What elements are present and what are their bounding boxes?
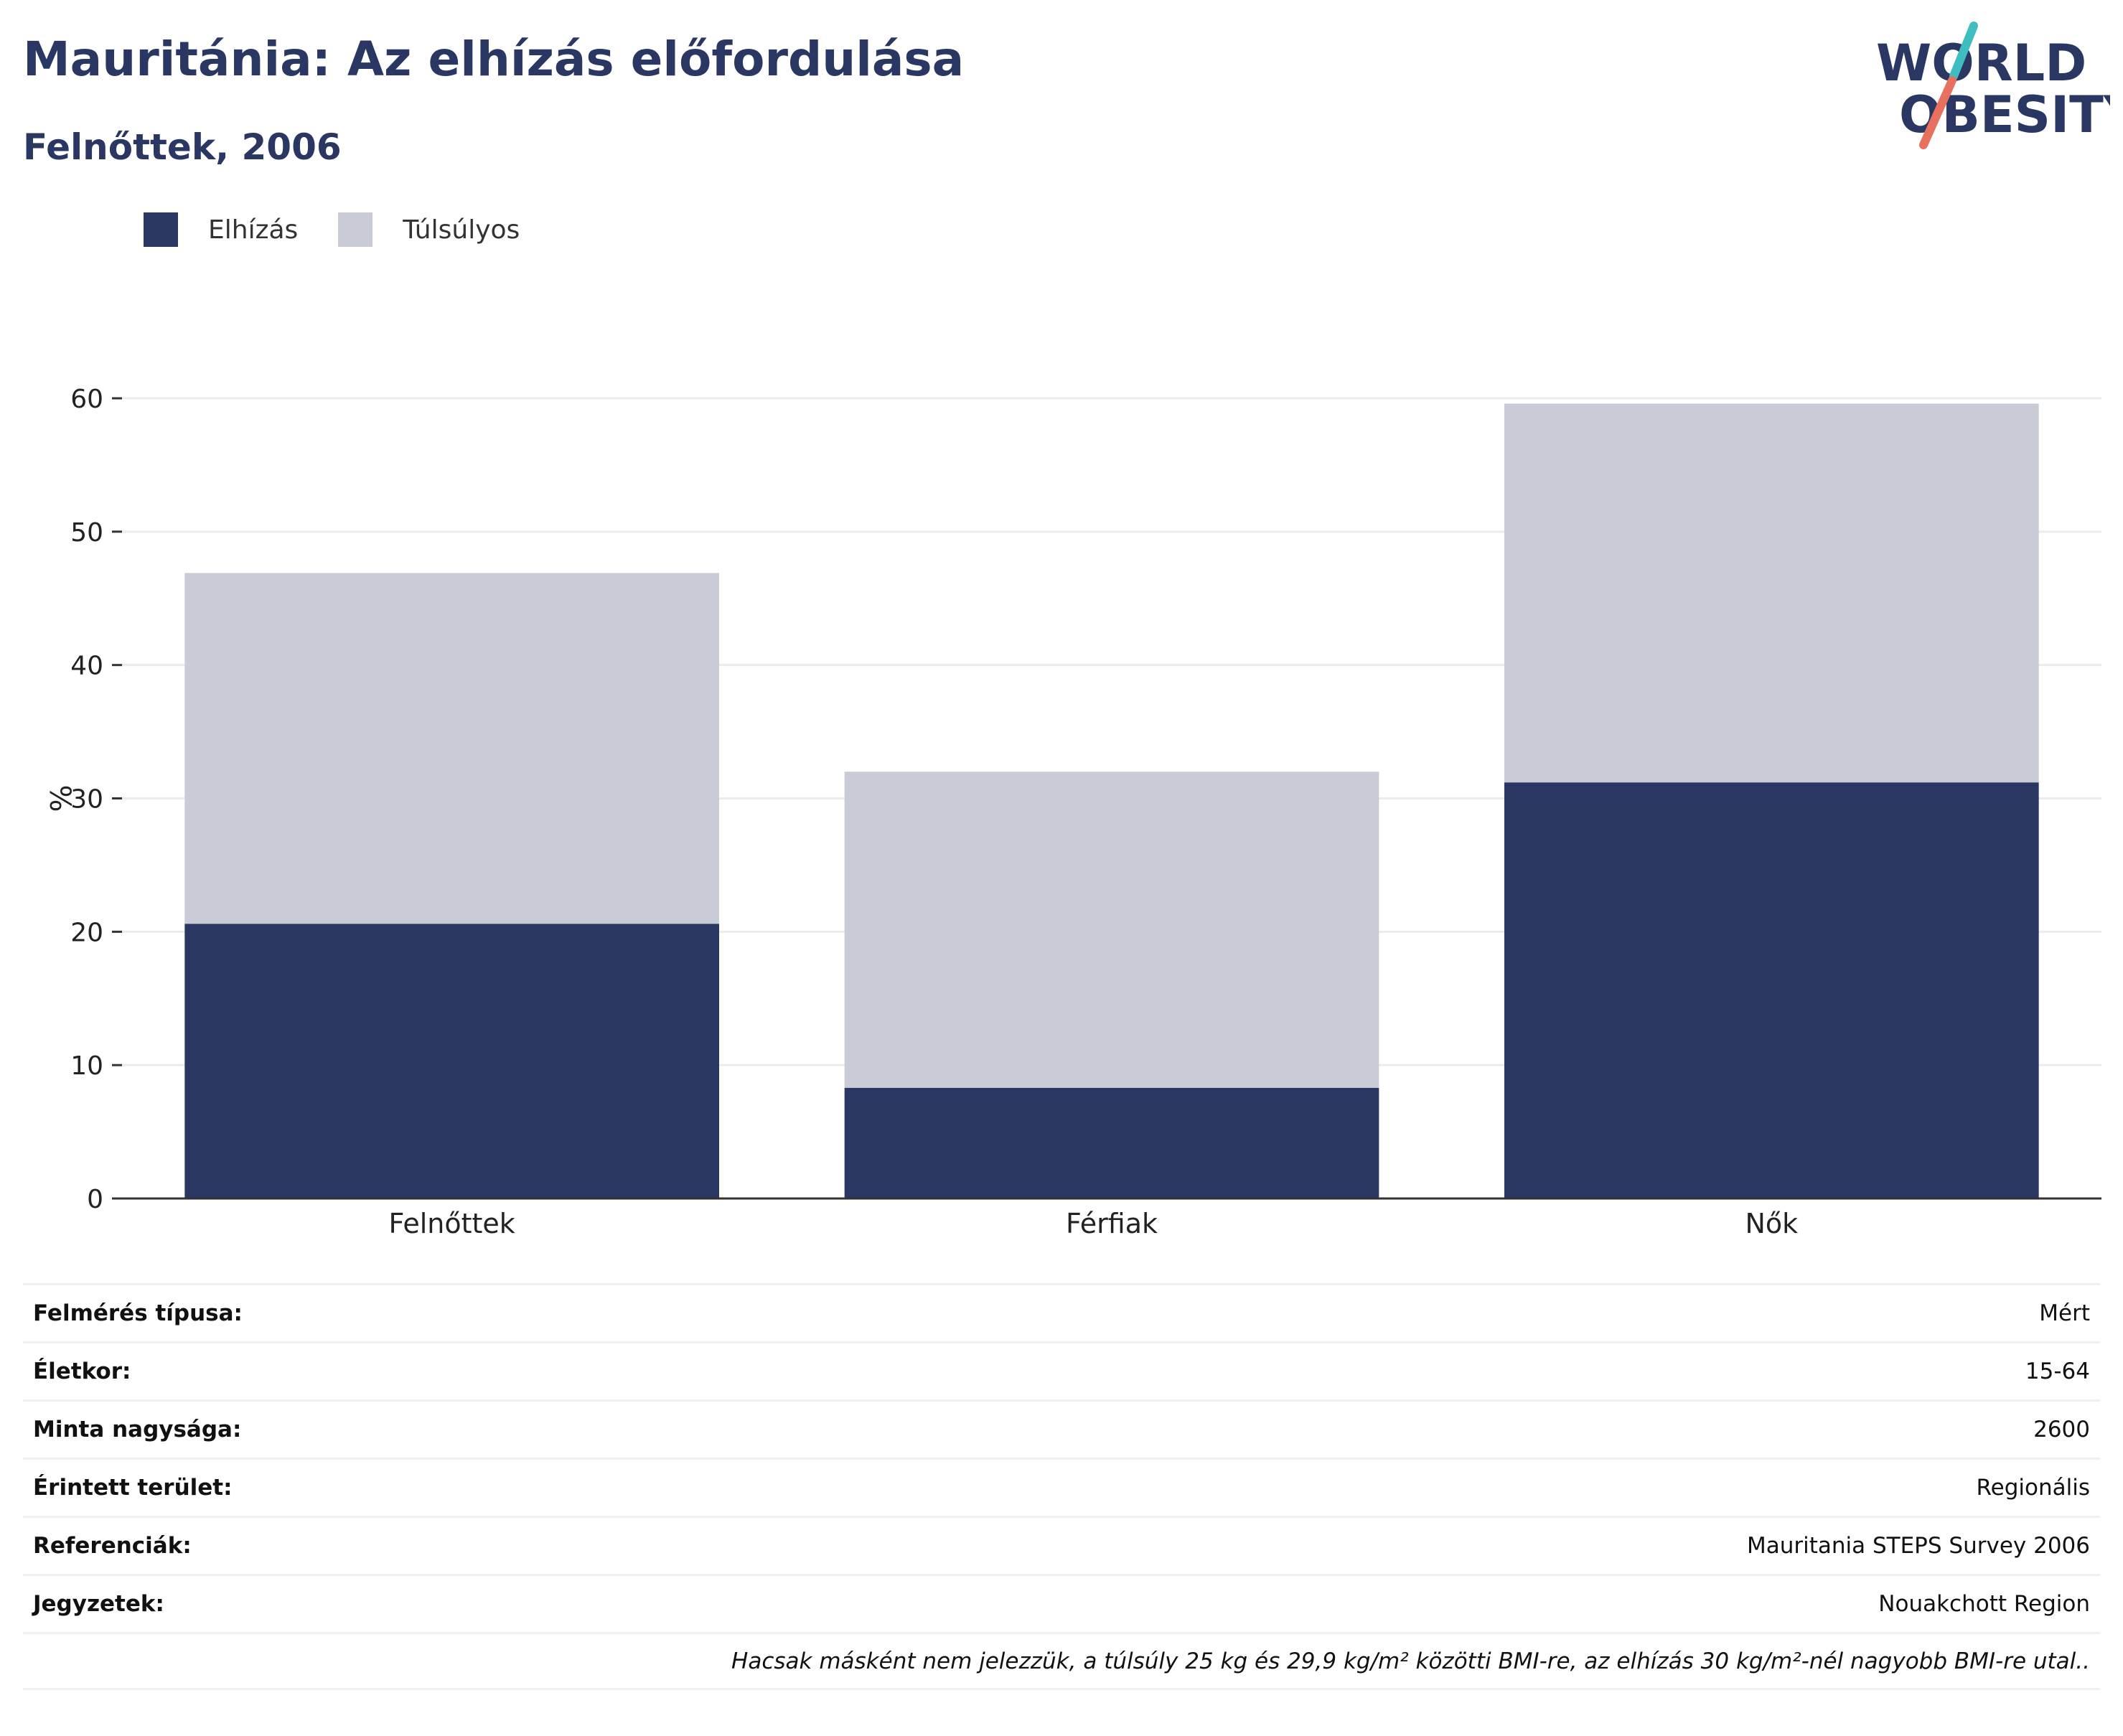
y-axis-label: % (43, 784, 76, 812)
survey-info-table: Felmérés típusa: Mért Életkor: 15-64 Minta… (23, 1283, 2100, 1690)
logo-text-world: WORLD (1876, 34, 2086, 93)
info-key: Felmérés típusa: (33, 1300, 243, 1326)
legend-swatch-overweight (338, 212, 373, 247)
x-tick-label: Nők (1745, 1208, 1798, 1234)
y-tick-label: 30 (70, 785, 103, 815)
y-tick-label: 40 (70, 652, 103, 681)
info-value: Mauritania STEPS Survey 2006 (1746, 1533, 2090, 1559)
x-tick-label: Felnőttek (389, 1208, 515, 1234)
legend-item-obesity[interactable]: Elhízás (144, 212, 298, 247)
bar-obesity (184, 924, 719, 1198)
chart-legend: Elhízás Túlsúlyos (144, 212, 560, 247)
info-row-references: Referenciák: Mauritania STEPS Survey 2006 (23, 1516, 2100, 1574)
legend-swatch-obesity (144, 212, 178, 247)
info-row-area: Érintett terület: Regionális (23, 1458, 2100, 1516)
chart-title: Mauritánia: Az elhízás előfordulása (23, 32, 965, 87)
info-key: Érintett terület: (33, 1475, 233, 1501)
info-key: Minta nagysága: (33, 1417, 242, 1442)
info-key: Életkor: (33, 1359, 131, 1384)
info-row-notes: Jegyzetek: Nouakchott Region (23, 1574, 2100, 1632)
bar-overweight (184, 573, 719, 924)
info-value: Nouakchott Region (1878, 1591, 2090, 1617)
y-tick-label: 10 (70, 1051, 103, 1081)
info-value: Mért (2039, 1300, 2090, 1326)
info-key: Referenciák: (33, 1533, 192, 1559)
y-tick-label: 0 (87, 1185, 103, 1214)
logo-slash-top (1949, 22, 1978, 80)
y-tick-label: 50 (70, 518, 103, 548)
chart-subtitle: Felnőttek, 2006 (23, 126, 342, 168)
world-obesity-logo: WORLD OBESITY (1876, 22, 2110, 149)
legend-label-overweight: Túlsúlyos (403, 215, 520, 245)
legend-item-overweight[interactable]: Túlsúlyos (338, 212, 520, 247)
x-tick-label: Férfiak (1066, 1208, 1158, 1234)
info-row-age: Életkor: 15-64 (23, 1341, 2100, 1399)
bar-overweight (1504, 403, 2039, 783)
footnote: Hacsak másként nem jelezzük, a túlsúly 2… (23, 1632, 2100, 1690)
stacked-bar-chart: 0 10 20 30 40 50 60% Felnőttek Férfiak Nők (43, 385, 2101, 1234)
y-tick-label: 60 (70, 385, 103, 414)
y-tick-label: 20 (70, 918, 103, 947)
info-key: Jegyzetek: (33, 1591, 164, 1617)
legend-label-obesity: Elhízás (208, 215, 299, 245)
bar-overweight (844, 771, 1379, 1088)
bar-obesity (1504, 782, 2039, 1198)
info-row-survey-type: Felmérés típusa: Mért (23, 1283, 2100, 1341)
logo-slash-bottom (1919, 76, 1956, 149)
info-value: 15-64 (2025, 1359, 2090, 1384)
info-value: Regionális (1976, 1475, 2091, 1501)
info-row-sample-size: Minta nagysága: 2600 (23, 1399, 2100, 1458)
info-value: 2600 (2033, 1417, 2090, 1442)
bar-obesity (844, 1087, 1379, 1198)
